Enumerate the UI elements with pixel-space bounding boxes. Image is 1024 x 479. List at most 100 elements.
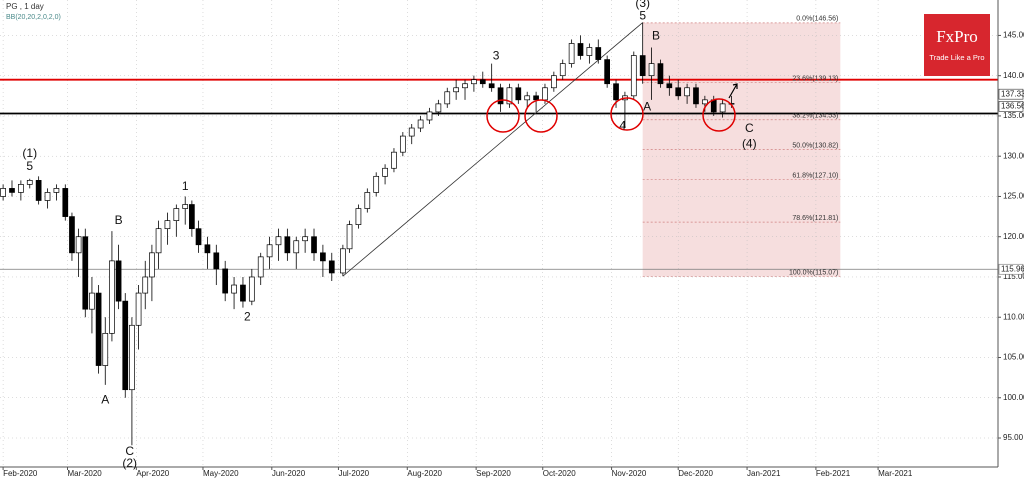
candle-body bbox=[684, 87, 690, 97]
price-box bbox=[998, 88, 1024, 100]
candle-body bbox=[82, 236, 89, 310]
candle-body bbox=[506, 87, 513, 105]
wave-label: C bbox=[745, 121, 754, 135]
candle-body bbox=[702, 99, 708, 105]
wave-label: 5 bbox=[639, 8, 646, 22]
candle-body bbox=[497, 87, 504, 105]
fib-label: 50.0%(130.82) bbox=[792, 142, 838, 149]
fib-label: 0.0%(146.56) bbox=[796, 16, 838, 23]
wave-label: (1) bbox=[22, 146, 37, 160]
y-tick-label: 100.00 bbox=[1003, 393, 1024, 402]
y-tick-label: 130.00 bbox=[1003, 151, 1024, 160]
candle-body bbox=[248, 276, 255, 302]
fib-label: 38.2%(134.53) bbox=[792, 113, 838, 120]
y-tick-label: 125.00 bbox=[1003, 192, 1024, 201]
candle-body bbox=[648, 63, 655, 77]
candle-body bbox=[373, 175, 380, 193]
candle-body bbox=[240, 284, 246, 302]
candle-body bbox=[666, 83, 673, 89]
candle-body bbox=[604, 59, 610, 85]
indicator-label: BB(20,20,2,0,2,0) bbox=[6, 14, 61, 21]
chart-title: PG , 1 day bbox=[6, 2, 44, 11]
price-box bbox=[998, 101, 1024, 112]
candle-body bbox=[135, 292, 142, 326]
candle-body bbox=[320, 252, 326, 262]
candle-body bbox=[639, 55, 646, 77]
x-tick-label: Mar-2021 bbox=[878, 469, 913, 478]
under-layer bbox=[0, 0, 998, 467]
candle-body bbox=[559, 63, 566, 77]
candle-body bbox=[26, 180, 33, 185]
candle-body bbox=[408, 127, 415, 137]
candle-body bbox=[444, 91, 451, 105]
candle-body bbox=[155, 228, 162, 254]
wave-label: A bbox=[101, 392, 109, 406]
candle-body bbox=[524, 95, 531, 101]
candle-body bbox=[109, 260, 115, 334]
candle-body bbox=[311, 236, 317, 254]
highlight-circle bbox=[524, 99, 558, 133]
candle-body bbox=[364, 192, 371, 209]
candle-body bbox=[426, 111, 433, 121]
y-tick-label: 140.00 bbox=[1003, 71, 1024, 80]
y-tick-label: 105.00 bbox=[1003, 353, 1024, 362]
candle-body bbox=[9, 188, 15, 193]
wave-label: C bbox=[125, 444, 134, 458]
candle-body bbox=[75, 236, 82, 254]
candle-body bbox=[266, 244, 273, 258]
wave-label: 2 bbox=[244, 309, 251, 323]
candle-body bbox=[693, 87, 699, 105]
logo-box bbox=[924, 14, 990, 76]
candle-body bbox=[657, 63, 664, 85]
candle-body bbox=[417, 119, 424, 129]
candle-body bbox=[595, 47, 602, 60]
candle-body bbox=[213, 252, 220, 270]
wave-label: (4) bbox=[742, 136, 757, 150]
candle-body bbox=[399, 135, 406, 153]
candle-body bbox=[204, 244, 211, 254]
candle-body bbox=[613, 83, 619, 101]
candle-body bbox=[257, 256, 264, 278]
candle-body bbox=[542, 87, 548, 101]
fib-label: 100.0%(115.07) bbox=[789, 269, 838, 276]
main-layer bbox=[0, 22, 735, 446]
candle-body bbox=[479, 79, 486, 85]
y-tick-label: 120.00 bbox=[1003, 232, 1024, 241]
x-tick-label: Jan-2021 bbox=[747, 469, 781, 478]
logo-name: FxPro bbox=[936, 27, 978, 46]
x-tick-label: Sep-2020 bbox=[476, 469, 511, 478]
candle-body bbox=[488, 83, 495, 89]
candle-body bbox=[89, 292, 95, 310]
y-tick-label: 135.00 bbox=[1003, 111, 1024, 120]
candle-body bbox=[69, 216, 75, 254]
price-label: 136.56 bbox=[1001, 101, 1024, 110]
y-tick-label: 110.00 bbox=[1003, 312, 1024, 321]
candle-body bbox=[630, 55, 637, 97]
candle-body bbox=[719, 103, 726, 113]
wave-label: 1 bbox=[182, 179, 189, 193]
x-tick-label: Feb-2020 bbox=[3, 469, 38, 478]
y-tick-label: 145.00 bbox=[1003, 31, 1024, 40]
candle-body bbox=[453, 87, 459, 93]
x-tick-label: Apr-2020 bbox=[136, 469, 169, 478]
candle-body bbox=[551, 75, 557, 89]
candle-body bbox=[115, 260, 122, 302]
candle-body bbox=[293, 240, 300, 254]
candle-body bbox=[302, 236, 308, 242]
candle-body bbox=[95, 292, 102, 366]
candle-body bbox=[149, 252, 155, 278]
candle-body bbox=[182, 204, 189, 209]
x-tick-label: Oct-2020 bbox=[543, 469, 576, 478]
highlight-circle bbox=[702, 98, 736, 132]
candle-body bbox=[129, 324, 135, 391]
candle-body bbox=[195, 228, 202, 246]
candle-body bbox=[222, 268, 229, 294]
arrow bbox=[728, 83, 738, 99]
candle-body bbox=[675, 87, 682, 97]
y-tick-label: 115.00 bbox=[1003, 272, 1024, 281]
y-tick-label: 95.00 bbox=[1003, 433, 1024, 442]
candle-body bbox=[35, 180, 42, 201]
